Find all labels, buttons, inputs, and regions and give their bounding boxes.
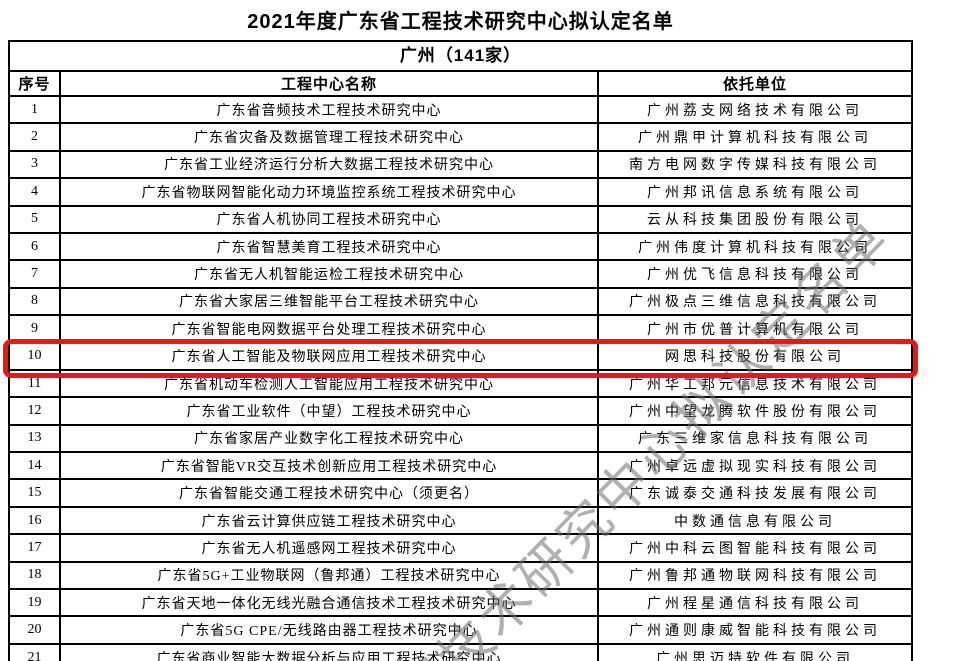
row-org-name: 网思科技股份有限公司 <box>597 343 911 369</box>
row-center-name: 广东省人机协同工程技术研究中心 <box>59 206 597 232</box>
row-center-name: 广东省工业经济运行分析大数据工程技术研究中心 <box>59 151 597 178</box>
row-seq: 10 <box>27 348 42 364</box>
row-seq: 18 <box>27 567 42 583</box>
row-org-name: 广东三维家信息科技有限公司 <box>597 425 911 452</box>
row-center-name: 广东省5G CPE/无线路由器工程技术研究中心 <box>59 617 597 643</box>
table-header-row: 序号 工程中心名称 依托单位 <box>10 72 911 97</box>
row-seq: 6 <box>31 238 38 254</box>
table-body: 1 广东省音频技术工程技术研究中心 广州荔支网络技术有限公司 2 广东省灾备及数… <box>3 97 918 661</box>
row-org-name: 广州中科云图智能科技有限公司 <box>597 535 911 561</box>
row-center-name: 广东省物联网智能化动力环境监控系统工程技术研究中心 <box>59 179 597 205</box>
row-seq: 20 <box>27 622 42 638</box>
table-row: 12 广东省工业软件（中望）工程技术研究中心 广州中望龙腾软件股份有限公司 <box>10 398 911 426</box>
table-row: 18 广东省5G+工业物联网（鲁邦通）工程技术研究中心 广州鲁邦通物联网科技有限… <box>10 562 911 591</box>
row-center-name: 广东省智能VR交互技术创新应用工程技术研究中心 <box>59 453 597 479</box>
row-seq: 4 <box>31 183 38 199</box>
table-row: 19 广东省天地一体化无线光融合通信技术工程技术研究中心 广州程星通信科技有限公… <box>10 590 911 618</box>
table-group-header: 广州（141家） <box>10 42 911 72</box>
row-org-name: 广州鲁邦通物联网科技有限公司 <box>597 562 911 589</box>
table-row: 5 广东省人机协同工程技术研究中心 云从科技集团股份有限公司 <box>10 206 911 234</box>
row-seq: 1 <box>31 101 38 117</box>
row-org-name: 广州极点三维信息科技有限公司 <box>597 288 911 315</box>
row-seq: 8 <box>31 293 38 309</box>
row-center-name: 广东省大家居三维智能平台工程技术研究中心 <box>59 288 597 315</box>
page-title: 2021年度广东省工程技术研究中心拟认定名单 <box>247 11 674 33</box>
row-seq: 21 <box>27 649 42 661</box>
row-org-name: 广州通则康威智能科技有限公司 <box>597 617 911 643</box>
row-seq: 11 <box>27 375 42 391</box>
row-center-name: 广东省商业智能大数据分析与应用工程技术研究中心 <box>59 644 597 661</box>
table-row: 10 广东省人工智能及物联网应用工程技术研究中心 网思科技股份有限公司 <box>3 338 918 378</box>
row-seq: 5 <box>31 211 38 227</box>
table-row: 2 广东省灾备及数据管理工程技术研究中心 广州鼎甲计算机科技有限公司 <box>10 124 911 152</box>
table-row: 9 广东省智能电网数据平台处理工程技术研究中心 广州市优普计算机有限公司 <box>10 316 911 344</box>
table-row: 6 广东省智慧美育工程技术研究中心 广州伟度计算机科技有限公司 <box>10 233 911 262</box>
row-org-name: 广州中望龙腾软件股份有限公司 <box>597 398 911 424</box>
row-seq: 19 <box>27 594 42 610</box>
row-center-name: 广东省音频技术工程技术研究中心 <box>59 97 597 123</box>
row-center-name: 广东省机动车检测人工智能应用工程技术研究中心 <box>59 370 597 397</box>
row-org-name: 南方电网数字传媒科技有限公司 <box>597 151 911 178</box>
column-header-center: 工程中心名称 <box>59 72 597 95</box>
row-center-name: 广东省云计算供应链工程技术研究中心 <box>59 507 597 534</box>
row-seq: 12 <box>27 402 42 418</box>
row-org-name: 广州鼎甲计算机科技有限公司 <box>597 124 911 150</box>
table-row: 3 广东省工业经济运行分析大数据工程技术研究中心 南方电网数字传媒科技有限公司 <box>10 151 911 180</box>
row-org-name: 广州伟度计算机科技有限公司 <box>597 233 911 260</box>
row-org-name: 云从科技集团股份有限公司 <box>597 206 911 232</box>
table-row: 17 广东省无人机遥感网工程技术研究中心 广州中科云图智能科技有限公司 <box>10 535 911 563</box>
table-row: 20 广东省5G CPE/无线路由器工程技术研究中心 广州通则康威智能科技有限公… <box>10 617 911 645</box>
row-org-name: 广州卓远虚拟现实科技有限公司 <box>597 453 911 479</box>
row-seq: 2 <box>31 129 38 145</box>
row-center-name: 广东省灾备及数据管理工程技术研究中心 <box>59 124 597 150</box>
row-center-name: 广东省智慧美育工程技术研究中心 <box>59 233 597 260</box>
table-row: 4 广东省物联网智能化动力环境监控系统工程技术研究中心 广州邦讯信息系统有限公司 <box>10 179 911 207</box>
row-center-name: 广东省天地一体化无线光融合通信技术工程技术研究中心 <box>59 590 597 616</box>
column-header-seq: 序号 <box>18 76 51 93</box>
table-row: 15 广东省智能交通工程技术研究中心（须更名） 广东诚泰交通科技发展有限公司 <box>10 480 911 508</box>
table-row: 21 广东省商业智能大数据分析与应用工程技术研究中心 广州思迈特软件有限公司 <box>10 644 911 661</box>
row-org-name: 广州华工邦元信息技术有限公司 <box>597 370 911 397</box>
row-org-name: 广州思迈特软件有限公司 <box>597 644 911 661</box>
row-org-name: 广东诚泰交通科技发展有限公司 <box>597 480 911 506</box>
table-row: 14 广东省智能VR交互技术创新应用工程技术研究中心 广州卓远虚拟现实科技有限公… <box>10 453 911 481</box>
row-org-name: 中数通信息有限公司 <box>597 507 911 534</box>
row-seq: 14 <box>27 457 42 473</box>
row-seq: 9 <box>31 320 38 336</box>
row-seq: 13 <box>27 430 42 446</box>
row-seq: 17 <box>27 539 42 555</box>
centers-table: 广州（141家） 序号 工程中心名称 依托单位 1 广东省音频技术工程技术研究中… <box>3 40 918 661</box>
row-center-name: 广东省工业软件（中望）工程技术研究中心 <box>59 398 597 424</box>
row-org-name: 广州程星通信科技有限公司 <box>597 590 911 616</box>
row-center-name: 广东省5G+工业物联网（鲁邦通）工程技术研究中心 <box>59 562 597 589</box>
column-header-org: 依托单位 <box>597 72 911 95</box>
row-center-name: 广东省家居产业数字化工程技术研究中心 <box>59 425 597 452</box>
row-center-name: 广东省智能电网数据平台处理工程技术研究中心 <box>59 316 597 342</box>
row-org-name: 广州市优普计算机有限公司 <box>597 316 911 342</box>
row-seq: 16 <box>27 512 42 528</box>
row-org-name: 广州荔支网络技术有限公司 <box>597 97 911 123</box>
row-seq: 15 <box>27 485 42 501</box>
table-row: 1 广东省音频技术工程技术研究中心 广州荔支网络技术有限公司 <box>10 97 911 125</box>
row-center-name: 广东省无人机智能运检工程技术研究中心 <box>59 261 597 287</box>
table-row: 13 广东省家居产业数字化工程技术研究中心 广东三维家信息科技有限公司 <box>10 425 911 454</box>
row-center-name: 广东省无人机遥感网工程技术研究中心 <box>59 535 597 561</box>
row-center-name: 广东省智能交通工程技术研究中心（须更名） <box>59 480 597 506</box>
table-row: 11 广东省机动车检测人工智能应用工程技术研究中心 广州华工邦元信息技术有限公司 <box>10 370 911 399</box>
table-row: 8 广东省大家居三维智能平台工程技术研究中心 广州极点三维信息科技有限公司 <box>10 288 911 317</box>
row-org-name: 广州优飞信息科技有限公司 <box>597 261 911 287</box>
table-row: 7 广东省无人机智能运检工程技术研究中心 广州优飞信息科技有限公司 <box>10 261 911 289</box>
row-seq: 3 <box>31 156 38 172</box>
row-seq: 7 <box>31 266 38 282</box>
table-row: 16 广东省云计算供应链工程技术研究中心 中数通信息有限公司 <box>10 507 911 536</box>
row-center-name: 广东省人工智能及物联网应用工程技术研究中心 <box>59 343 597 369</box>
row-org-name: 广州邦讯信息系统有限公司 <box>597 179 911 205</box>
